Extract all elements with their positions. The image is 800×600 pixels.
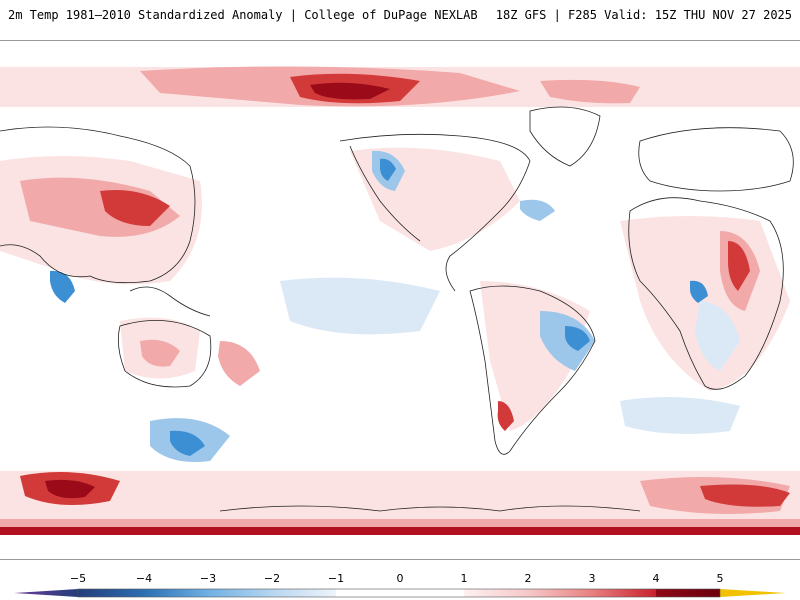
colorbar-gradient	[14, 588, 786, 598]
greenland-warm-anomaly	[540, 79, 640, 104]
colorbar-tick-label: −3	[199, 572, 217, 585]
australia-coast	[117, 320, 212, 388]
colorbar-segment-n5	[78, 589, 144, 597]
patagonia-strong-anomaly	[497, 401, 514, 431]
colorbar-tick-label: 5	[716, 572, 724, 585]
arctic-extreme-anomaly	[310, 82, 390, 100]
new-zealand-warm-anomaly	[218, 341, 260, 386]
australia-warm-anomaly	[140, 339, 180, 367]
europe-coast	[638, 127, 794, 192]
run-info: 18Z GFS | F285 Valid: 15Z THU NOV 27 202…	[495, 8, 792, 22]
africa-strong-cool-anomaly	[690, 280, 708, 303]
antarctica-coast	[219, 505, 641, 512]
india-cool-anomaly	[50, 270, 75, 303]
pacific-cool-region	[280, 277, 440, 335]
colorbar-tick-label: −2	[263, 572, 281, 585]
north-america-coast	[339, 133, 531, 292]
east-africa-strong-anomaly	[728, 241, 750, 291]
colorbar-tick-label: 1	[460, 572, 468, 585]
southern-pacific-strong-cool-anomaly	[170, 430, 205, 456]
colorbar-segment-n4	[144, 589, 208, 597]
colorbar-underflow-triangle	[14, 589, 78, 597]
colorbar-tick-label: 0	[396, 572, 404, 585]
indonesia-coast	[129, 286, 211, 317]
brazil-strong-cool-anomaly	[565, 326, 590, 351]
southern-africa-cool-anomaly	[695, 301, 740, 371]
coastlines	[0, 106, 794, 512]
colorbar-tick-label: 3	[588, 572, 596, 585]
west-coast	[349, 145, 421, 242]
greenland-coast	[529, 106, 601, 167]
africa-coast	[628, 197, 784, 390]
colorbar-outline	[77, 588, 721, 598]
colorbar-segment-n2	[272, 589, 336, 597]
colorbar-segment-p3	[592, 589, 656, 597]
colorbar-tick-label: 4	[652, 572, 660, 585]
colorbar-overflow-triangle	[720, 589, 786, 597]
south-atlantic-cool-anomaly	[620, 397, 740, 435]
colorbar-segment-p1	[464, 589, 528, 597]
map-canvas	[0, 41, 800, 559]
colorbar-segment-zero	[400, 589, 464, 597]
colorbar: −5 −4 −3 −2 −1 0 1 2 3 4 5	[0, 572, 800, 600]
colorbar-tick-label: −4	[135, 572, 153, 585]
atlantic-cool-anomaly	[520, 199, 555, 221]
asia-coast	[0, 126, 196, 284]
canada-strong-cool-anomaly	[380, 158, 396, 181]
colorbar-segment-n1	[336, 589, 400, 597]
antarctic-east-strong-anomaly	[700, 484, 790, 507]
colorbar-tick-label: 2	[524, 572, 532, 585]
anomaly-map	[0, 40, 800, 560]
south-pole-strong-band	[0, 527, 800, 535]
south-america-coast	[469, 285, 596, 455]
colorbar-segment-p4	[656, 589, 720, 597]
colorbar-tick-label: −1	[327, 572, 345, 585]
header: 2m Temp 1981–2010 Standardized Anomaly |…	[0, 0, 800, 30]
colorbar-tick-label: −5	[69, 572, 87, 585]
antarctic-extreme-anomaly	[45, 479, 95, 499]
colorbar-segment-p2	[528, 589, 592, 597]
china-strong-anomaly	[100, 190, 170, 226]
colorbar-segment-n3	[208, 589, 272, 597]
map-title: 2m Temp 1981–2010 Standardized Anomaly |…	[8, 8, 478, 22]
